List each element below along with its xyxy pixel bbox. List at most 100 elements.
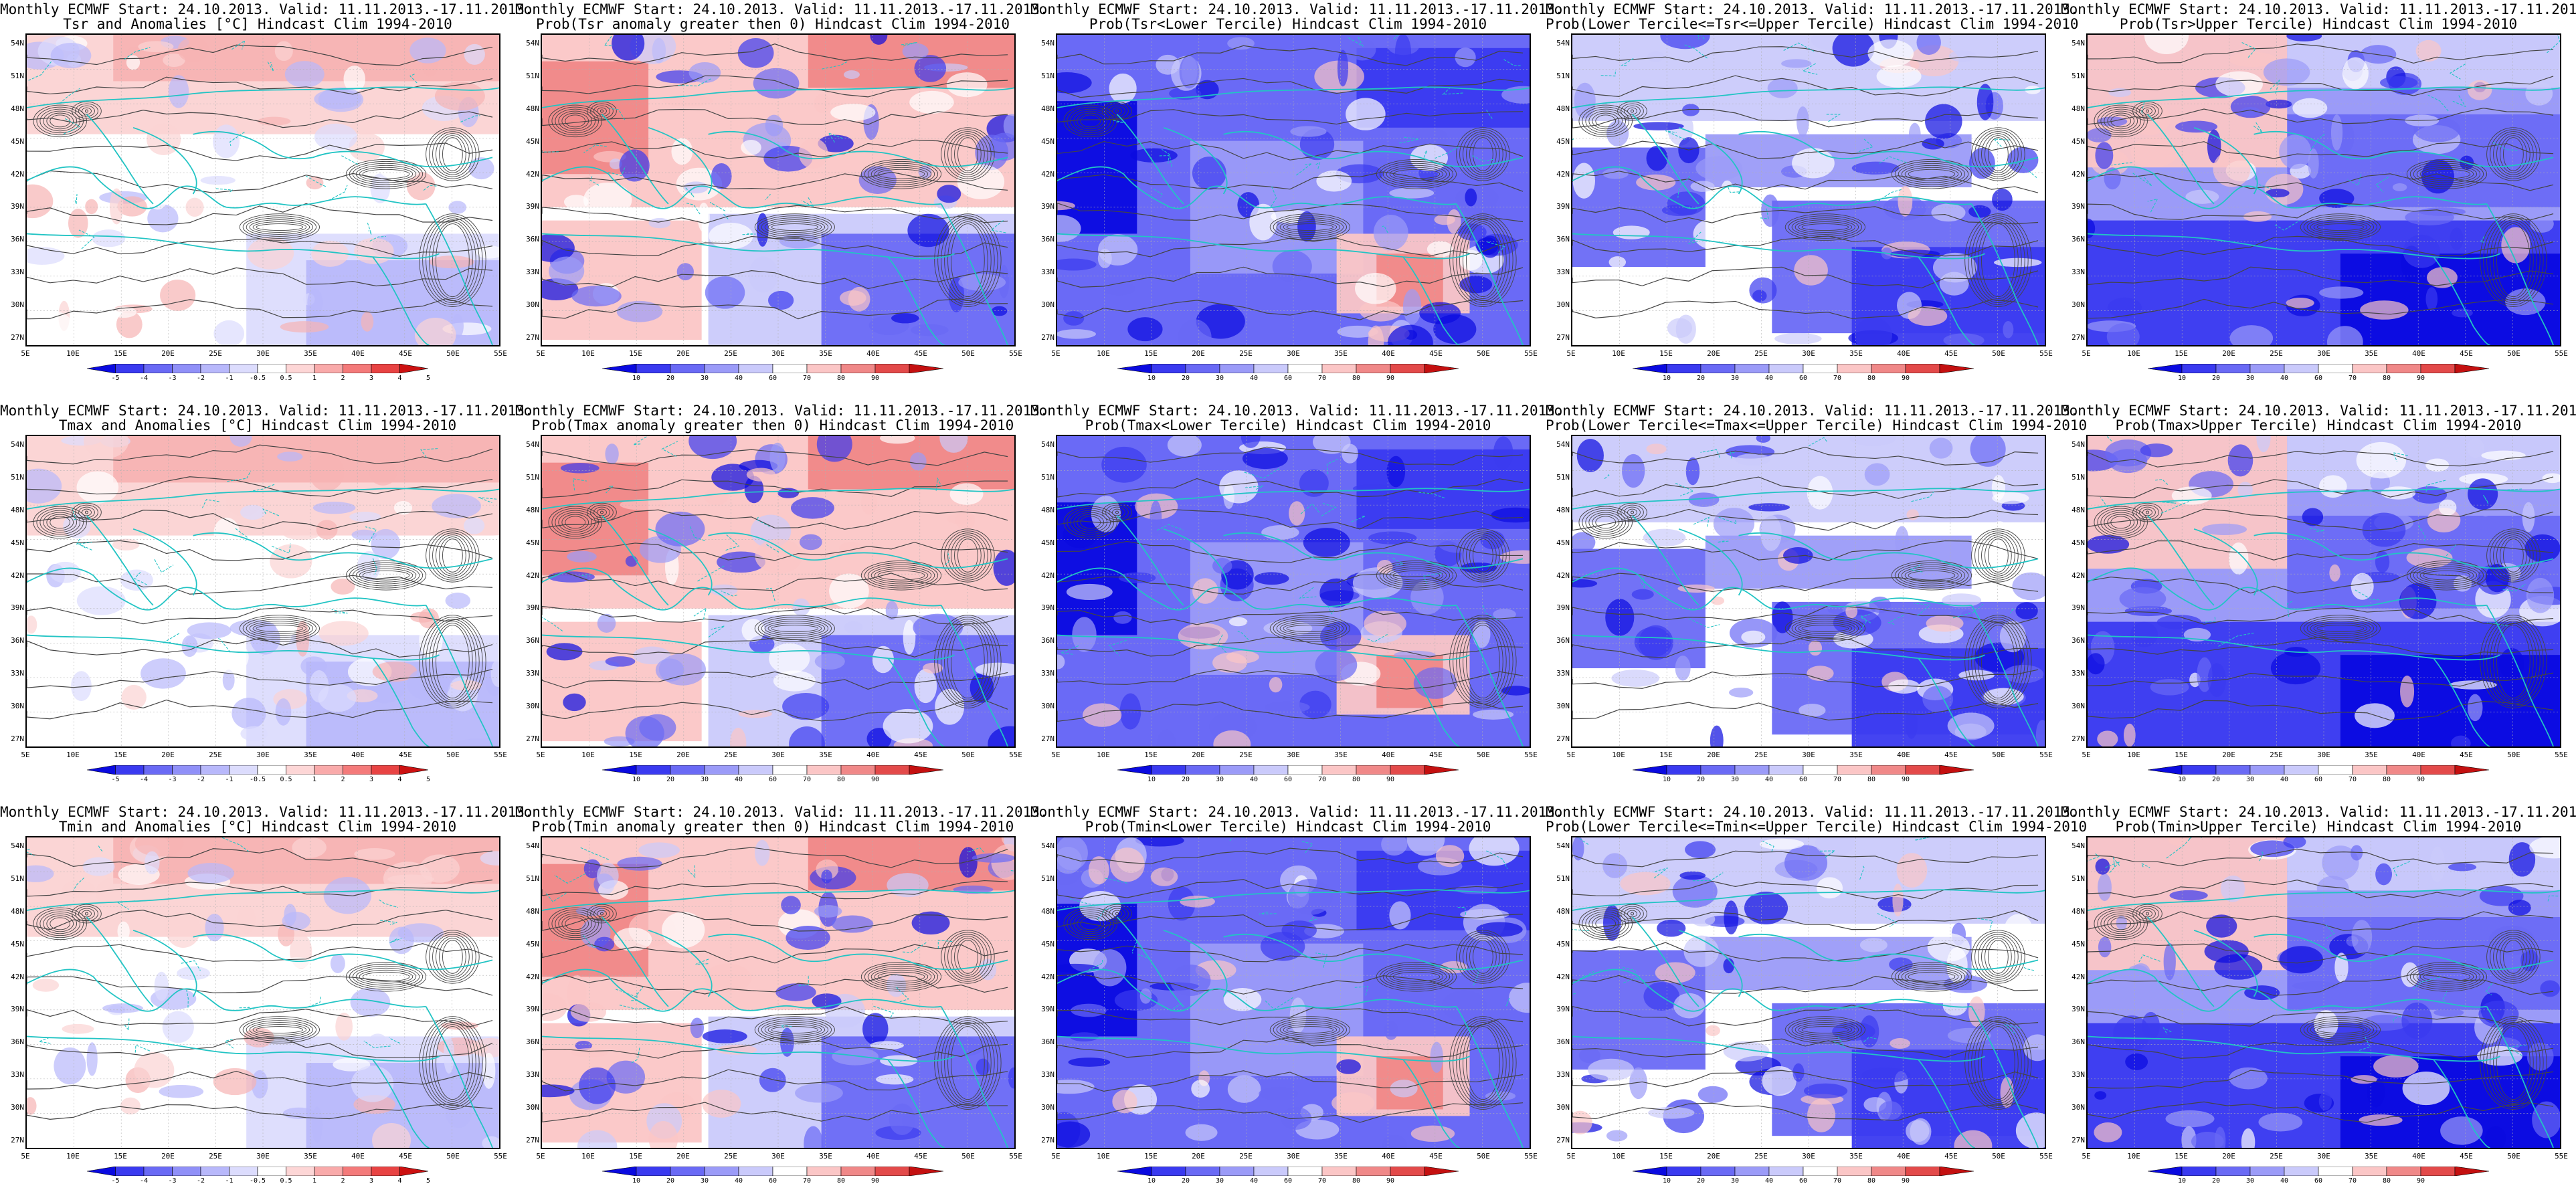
colorbar-tick-label: 30 (1730, 776, 1740, 783)
map-plot-area (1056, 836, 1531, 1149)
latitude-tick-label: 27N (2072, 333, 2085, 342)
latitude-tick-label: 45N (1041, 136, 1054, 146)
latitude-tick-label: 48N (11, 104, 24, 113)
longitude-tick-label: 55E (1009, 1152, 1022, 1161)
colorbar-tick-label: 80 (2382, 375, 2391, 382)
colorbar-tick-label: 20 (1181, 776, 1190, 783)
latitude-tick-label: 33N (11, 268, 24, 277)
latitude-tick-label: 48N (526, 906, 539, 916)
longitude-tick-label: 45E (1944, 1152, 1958, 1161)
colorbar-tick-label: 30 (700, 776, 709, 783)
panel-title-line2: Prob(Tmax<Lower Tercile) Hindcast Clim 1… (1085, 417, 1491, 433)
longitude-tick-label: 20E (161, 1152, 175, 1161)
longitude-tick-label: 10E (1612, 349, 1625, 358)
colorbar-tick-label: 70 (2348, 1177, 2357, 1185)
longitude-tick-label: 55E (2039, 1152, 2053, 1161)
panel-title-line1: Monthly ECMWF Start: 24.10.2013. Valid: … (1546, 1, 2079, 17)
map-plot-area (2086, 435, 2561, 748)
latitude-tick-label: 54N (1556, 440, 1570, 449)
longitude-tick-label: 55E (1524, 1152, 1538, 1161)
latitude-tick-label: 30N (1041, 1103, 1054, 1112)
latitude-tick-label: 42N (1041, 972, 1054, 981)
colorbar-tick-label: 80 (1867, 1177, 1876, 1185)
colorbar-tick-label: 60 (2314, 375, 2323, 382)
longitude-tick-label: 15E (629, 1152, 642, 1161)
longitude-tick-label: 10E (1097, 1152, 1110, 1161)
longitude-tick-label: 55E (1009, 750, 1022, 759)
longitude-tick-label: 15E (114, 349, 127, 358)
latitude-tick-label: 45N (1556, 939, 1570, 948)
colorbar-tick-label: 90 (2416, 776, 2425, 783)
latitude-tick-label: 36N (1041, 636, 1054, 645)
latitude-tick-label: 51N (1556, 71, 1570, 80)
panel-title-line2: Prob(Tsr anomaly greater then 0) Hindcas… (535, 16, 1010, 32)
latitude-tick-label: 48N (1041, 505, 1054, 514)
colorbar-tick-label: 30 (2245, 776, 2255, 783)
colorbar-tick-label: 30 (700, 375, 709, 382)
colorbar-tick-label: 70 (1317, 375, 1327, 382)
colorbar-tick-label: 90 (2416, 1177, 2425, 1185)
panel-title-line2: Tmax and Anomalies [°C] Hindcast Clim 19… (58, 417, 457, 433)
latitude-tick-label: 27N (526, 1136, 539, 1144)
latitude-tick-label: 33N (526, 669, 539, 678)
colorbar-tick-label: -4 (139, 776, 149, 783)
longitude-tick-label: 15E (629, 349, 642, 358)
longitude-tick-label: 25E (1239, 1152, 1253, 1161)
map-plot-area (25, 435, 500, 748)
latitude-tick-label: 42N (1556, 169, 1570, 179)
colorbar (2148, 1167, 2489, 1176)
longitude-tick-label: 35E (2365, 1152, 2378, 1161)
latitude-tick-label: 48N (2072, 906, 2085, 916)
latitude-tick-label: 48N (11, 505, 24, 514)
longitude-tick-label: 25E (209, 349, 222, 358)
longitude-tick-label: 20E (676, 1152, 690, 1161)
colorbar (1117, 765, 1459, 775)
longitude-tick-label: 50E (446, 1152, 460, 1161)
colorbar-tick-label: 0.5 (280, 375, 292, 382)
longitude-tick-label: 55E (494, 349, 507, 358)
latitude-tick-label: 51N (1041, 874, 1054, 883)
latitude-tick-label: 42N (1556, 972, 1570, 981)
latitude-tick-label: 45N (2072, 939, 2085, 948)
map-plot-area (25, 836, 500, 1149)
longitude-tick-label: 20E (1192, 750, 1205, 759)
latitude-tick-label: 33N (526, 1070, 539, 1080)
colorbar-tick-label: 20 (666, 375, 675, 382)
latitude-tick-label: 48N (11, 906, 24, 916)
longitude-tick-label: 20E (1707, 349, 1720, 358)
longitude-tick-label: 45E (2460, 349, 2473, 358)
latitude-tick-label: 51N (2072, 874, 2085, 883)
colorbar-tick-label: 40 (2280, 375, 2289, 382)
longitude-tick-label: 30E (1802, 349, 1815, 358)
panel-title-line1: Monthly ECMWF Start: 24.10.2013. Valid: … (0, 804, 533, 820)
longitude-tick-label: 50E (2507, 750, 2520, 759)
latitude-tick-label: 51N (1556, 472, 1570, 482)
colorbar-tick-label: 60 (1283, 375, 1293, 382)
longitude-tick-label: 35E (819, 349, 832, 358)
latitude-tick-label: 33N (1556, 268, 1570, 277)
latitude-tick-label: 48N (1041, 104, 1054, 113)
latitude-tick-label: 27N (1556, 1136, 1570, 1144)
colorbar-tick-label: -0.5 (249, 1177, 266, 1185)
map-panel-tsr-anom: Monthly ECMWF Start: 24.10.2013. Valid: … (0, 0, 533, 401)
longitude-tick-label: 20E (676, 349, 690, 358)
latitude-tick-label: 54N (526, 841, 539, 850)
longitude-tick-label: 10E (581, 1152, 595, 1161)
colorbar-tick-label: 90 (870, 375, 880, 382)
longitude-tick-label: 20E (1707, 750, 1720, 759)
colorbar-tick-label: 80 (1352, 1177, 1361, 1185)
colorbar-tick-label: 20 (1181, 1177, 1190, 1185)
colorbar-tick-label: 20 (1696, 776, 1706, 783)
map-plot-area (1056, 33, 1531, 346)
longitude-tick-label: 5E (2082, 1152, 2091, 1161)
longitude-tick-label: 35E (1334, 750, 1348, 759)
panel-title-line2: Prob(Tmin<Lower Tercile) Hindcast Clim 1… (1085, 819, 1491, 835)
colorbar-tick-label: 10 (1662, 1177, 1671, 1185)
panel-title-line1: Monthly ECMWF Start: 24.10.2013. Valid: … (2061, 1, 2576, 17)
longitude-tick-label: 40E (1382, 1152, 1395, 1161)
colorbar-tick-label: 1 (312, 776, 317, 783)
longitude-tick-label: 5E (1051, 750, 1061, 759)
latitude-tick-label: 36N (526, 235, 539, 244)
latitude-tick-label: 30N (1041, 300, 1054, 310)
colorbar-tick-label: 60 (2314, 1177, 2323, 1185)
